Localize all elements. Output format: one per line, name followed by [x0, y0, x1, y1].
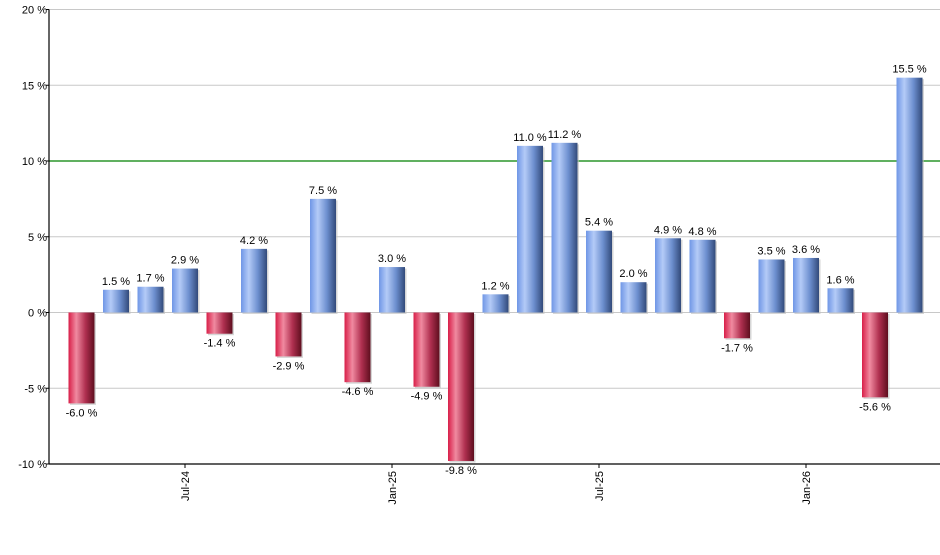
data-label: -1.4 % [204, 338, 236, 350]
bar-Jul-24 [172, 268, 198, 313]
bar-Jan-26 [793, 257, 819, 313]
bar-Nov-24 [310, 198, 336, 313]
data-label: 15.5 % [892, 64, 926, 76]
bar-Mar-26 [862, 312, 888, 398]
bar-Apr-24 [68, 312, 95, 404]
data-label: -6.0 % [66, 407, 98, 419]
data-label: -2.9 % [273, 360, 305, 372]
y-tick-label: 0 % [28, 308, 47, 320]
data-label: -4.9 % [411, 391, 443, 403]
data-label: 4.2 % [240, 235, 268, 247]
bar-Feb-25 [413, 312, 440, 387]
bar-Feb-26 [827, 288, 854, 313]
x-tick-label: Jan-26 [801, 471, 813, 505]
data-label: 4.8 % [688, 226, 716, 238]
data-label: 3.6 % [792, 244, 820, 256]
data-label: -5.6 % [859, 401, 891, 413]
data-label: 11.0 % [513, 132, 547, 144]
bar-Sep-24 [241, 248, 267, 313]
bar-Nov-25 [724, 312, 750, 339]
data-label: 5.4 % [585, 217, 613, 229]
x-tick-label: Jan-25 [387, 471, 399, 505]
data-label: -9.8 % [445, 465, 477, 477]
bar-Jun-25 [551, 142, 578, 313]
bar-Oct-24 [275, 312, 302, 357]
bar-Dec-24 [344, 312, 371, 383]
data-label: 3.5 % [757, 245, 785, 257]
bar-May-24 [103, 289, 129, 313]
data-labels: -6.0 % 1.5 % 1.7 % 2.9 % -1.4 % 4.2 % -2.9 % 7.… [66, 64, 927, 477]
data-label: -4.6 % [342, 386, 374, 398]
bar-Mar-25 [448, 312, 474, 461]
data-label: 7.5 % [309, 185, 337, 197]
bar-Apr-25 [482, 294, 509, 313]
y-tick-label: -10 % [18, 459, 47, 471]
bar-Oct-25 [689, 239, 716, 313]
bar-Dec-25 [758, 259, 785, 313]
bar-Apr-26 [896, 77, 923, 313]
bar-Sep-25 [655, 238, 681, 313]
bar-May-25 [517, 145, 543, 313]
y-tick-label: 5 % [28, 232, 47, 244]
y-tick-label: 15 % [22, 80, 47, 92]
bar-Jan-25 [379, 267, 405, 313]
data-label: 3.0 % [378, 253, 406, 265]
data-label: 1.6 % [826, 274, 854, 286]
data-label: 4.9 % [654, 224, 682, 236]
bar-Aug-24 [206, 312, 233, 334]
bars [68, 77, 924, 463]
y-tick-label: 20 % [22, 5, 47, 17]
data-label: -1.7 % [721, 342, 753, 354]
y-tick-label: 10 % [22, 156, 47, 168]
axes: -10 % -5 % 0 % 5 % 10 % 15 % 20 % Jul-24 Jan-25 J… [18, 5, 940, 505]
bar-Aug-25 [620, 282, 647, 313]
data-label: 2.9 % [171, 255, 199, 267]
bar-Jun-24 [137, 286, 164, 313]
x-tick-label: Jul-24 [180, 471, 192, 501]
bar-Jul-25 [586, 230, 612, 313]
y-tick-label: -5 % [24, 383, 47, 395]
x-tick-label: Jul-25 [594, 471, 606, 501]
data-label: 11.2 % [548, 129, 582, 141]
grid-lines [49, 9, 940, 465]
data-label: 1.2 % [481, 280, 509, 292]
data-label: 1.7 % [136, 273, 164, 285]
data-label: 1.5 % [102, 276, 130, 288]
data-label: 2.0 % [619, 268, 647, 280]
